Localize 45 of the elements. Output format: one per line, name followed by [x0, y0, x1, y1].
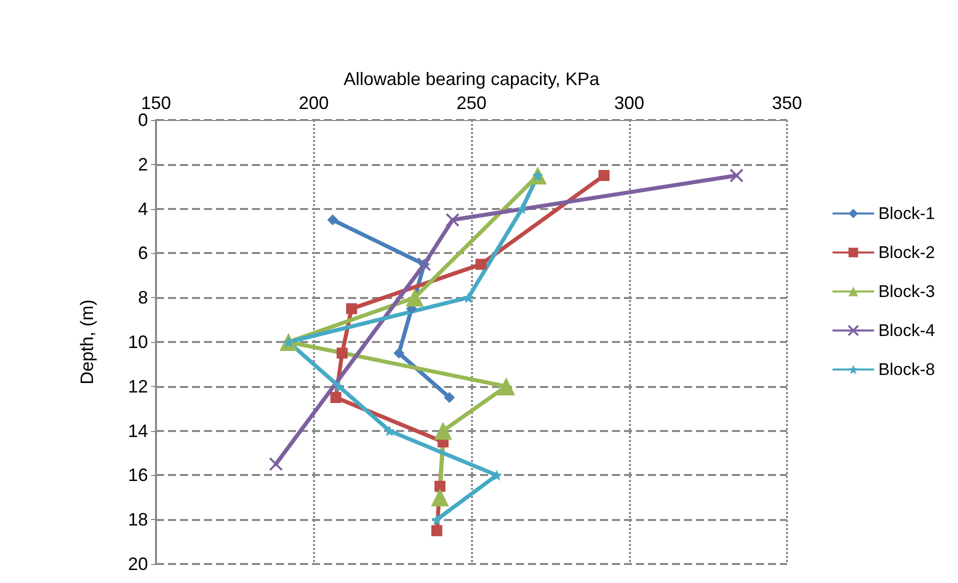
- y-tick-label: 4: [138, 198, 148, 219]
- point: [475, 258, 486, 270]
- point: [330, 392, 342, 403]
- legend-label: Block-2: [878, 243, 935, 262]
- legend-label: Block-3: [878, 282, 935, 301]
- point: [444, 392, 455, 403]
- point: [462, 292, 474, 304]
- point: [516, 203, 528, 214]
- point: [393, 348, 404, 359]
- y-tick-label: 8: [138, 288, 148, 308]
- point: [406, 288, 424, 307]
- point: [434, 480, 446, 492]
- point: [430, 488, 449, 506]
- point: [730, 168, 744, 182]
- point: [446, 212, 460, 227]
- x-tick-label: 300: [614, 93, 644, 113]
- y-tick-label: 14: [128, 420, 148, 441]
- point: [384, 425, 395, 436]
- x-tick-label: 350: [772, 93, 802, 113]
- x-axis-title: Allowable bearing capacity, KPa: [344, 69, 600, 89]
- point: [327, 214, 338, 226]
- x-tick-label: 200: [298, 93, 329, 113]
- point: [431, 525, 442, 536]
- point: [497, 377, 516, 396]
- legend-label: Block-1: [878, 204, 935, 223]
- y-tick-label: 0: [138, 110, 148, 130]
- y-tick-label: 6: [138, 243, 148, 264]
- y-tick-label: 12: [128, 376, 148, 396]
- point: [346, 303, 358, 314]
- y-tick-label: 20: [128, 554, 148, 574]
- point: [336, 348, 348, 359]
- y-tick-label: 18: [128, 510, 148, 530]
- point: [598, 170, 610, 181]
- y-tick-label: 16: [128, 465, 148, 486]
- y-axis-title: Depth, (m): [77, 299, 97, 385]
- y-tick-label: 2: [138, 154, 148, 174]
- point: [268, 457, 283, 472]
- point: [431, 514, 442, 526]
- legend-label: Block-8: [878, 360, 935, 379]
- point: [333, 380, 344, 392]
- legend-label: Block-4: [878, 321, 935, 340]
- x-tick-label: 250: [456, 93, 487, 113]
- x-tick-label: 150: [140, 93, 172, 113]
- point: [434, 422, 452, 440]
- y-tick-label: 10: [128, 332, 148, 352]
